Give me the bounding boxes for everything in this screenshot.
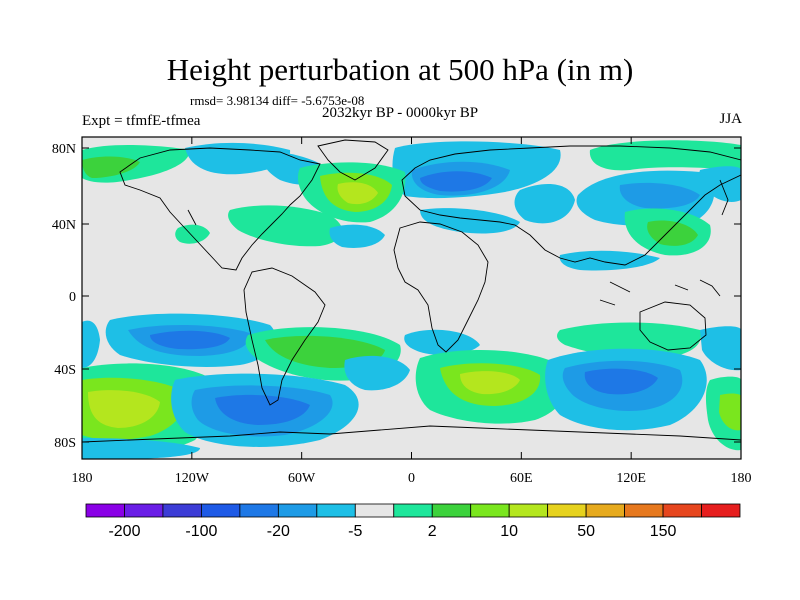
lon-tick-label: 180	[72, 471, 93, 486]
season-label: JJA	[719, 111, 742, 127]
map-panel	[81, 136, 742, 460]
colorbar-label: -20	[267, 523, 290, 540]
contour-region	[404, 329, 480, 356]
coastline-antarctica	[82, 425, 741, 443]
colorbar-swatch	[624, 503, 664, 518]
coastline-south-america	[243, 267, 326, 406]
contour-region	[175, 224, 210, 244]
coastline-north-america	[119, 147, 321, 271]
coastlines	[82, 139, 741, 443]
lon-tick-label: 180	[731, 471, 752, 486]
lat-tick-label: 40N	[52, 218, 76, 233]
colorbar-swatch	[701, 503, 741, 518]
colorbar-label: 2	[428, 523, 437, 540]
contour-region	[150, 330, 230, 350]
colorbar-label: 10	[500, 523, 518, 540]
lon-tick-label: 60E	[510, 471, 533, 486]
colorbar-swatch	[277, 503, 318, 518]
contour-region	[228, 205, 343, 247]
lon-tick-label: 60W	[288, 471, 316, 486]
colorbar-swatch	[431, 503, 472, 518]
colorbar-swatch	[393, 503, 433, 518]
lon-tick-label: 120E	[616, 471, 646, 486]
coastline-greenland	[317, 139, 389, 181]
colorbar-swatch	[201, 503, 241, 518]
colorbar-swatch	[124, 503, 164, 518]
colorbar-label: 50	[577, 523, 595, 540]
contour-region	[719, 393, 741, 431]
colorbar-swatch	[585, 503, 625, 518]
colorbar-label: -100	[185, 523, 217, 540]
contour-region	[329, 224, 385, 248]
contour-region	[700, 326, 741, 371]
lat-tick-label: 80S	[54, 436, 76, 451]
coastline-australia	[639, 301, 707, 351]
stats-text: rmsd= 3.98134 diff= -5.6753e-08	[190, 93, 365, 108]
contour-region	[88, 390, 160, 428]
colorbar-swatch	[470, 503, 510, 518]
contour-region	[589, 140, 741, 171]
colorbar-swatch	[547, 503, 587, 518]
contour-region	[344, 355, 410, 391]
colorbar-swatch	[85, 503, 125, 518]
colorbar-label: -200	[108, 523, 140, 540]
contour-region	[420, 208, 520, 234]
contour-region	[619, 182, 700, 209]
coastline-islands	[187, 179, 729, 306]
contour-region	[82, 438, 200, 459]
contour-region	[584, 368, 658, 395]
colorbar-swatch	[162, 503, 202, 518]
contour-region	[82, 156, 140, 178]
lon-tick-label: 120W	[175, 471, 210, 486]
colorbar-swatch	[662, 503, 702, 518]
colorbar: -200 -100 -20 -5 2 10 50 150	[85, 503, 741, 540]
colorbar-swatch	[354, 503, 395, 518]
coastline-eurasia	[401, 145, 741, 266]
period-label: 2032kyr BP - 0000kyr BP	[322, 105, 479, 121]
experiment-label: Expt = tfmfE-tfmea	[82, 113, 201, 129]
map-title: Height perturbation at 500 hPa (in m)	[166, 52, 634, 87]
lat-tick-label: 0	[69, 290, 76, 305]
lat-tick-label: 80N	[52, 142, 76, 157]
coastline-africa	[393, 221, 489, 353]
contour-region	[420, 171, 492, 192]
colorbar-swatch	[508, 503, 549, 518]
colorbar-label: -5	[348, 523, 362, 540]
latitude-axis: 80N 40N 0 40S 80S	[52, 142, 741, 451]
contour-region	[559, 250, 660, 271]
contour-region	[699, 166, 741, 202]
colorbar-label: 150	[650, 523, 677, 540]
colorbar-swatch	[316, 503, 356, 518]
contour-region	[460, 371, 520, 395]
contour-region	[82, 320, 100, 368]
contour-region	[337, 182, 378, 205]
contour-region	[215, 394, 310, 425]
contour-region	[514, 184, 575, 224]
lon-tick-label: 0	[408, 471, 415, 486]
lat-tick-label: 40S	[54, 363, 76, 378]
colorbar-swatch	[239, 503, 279, 518]
contour-region	[557, 322, 701, 359]
longitude-axis: 180 120W 60W 0 60E 120E 180	[72, 137, 752, 486]
